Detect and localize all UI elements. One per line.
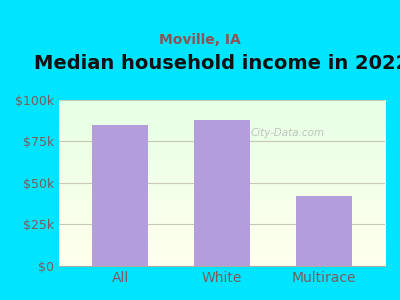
Text: Moville, IA: Moville, IA <box>159 34 241 47</box>
Title: Median household income in 2022: Median household income in 2022 <box>34 54 400 73</box>
Bar <box>194 119 250 266</box>
Bar <box>296 196 352 266</box>
Text: City-Data.com: City-Data.com <box>250 128 324 138</box>
Bar <box>92 124 148 266</box>
